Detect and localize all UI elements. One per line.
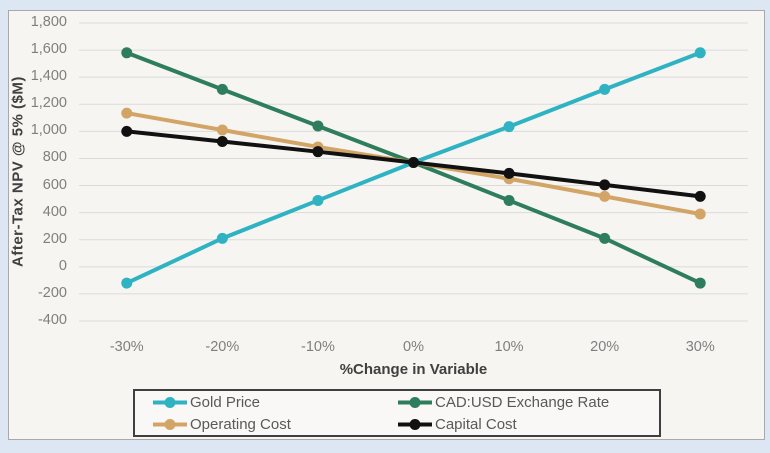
chart-object[interactable]: After-Tax NPV @ 5% ($M) 1,800 1,600 1,400 1… (8, 10, 765, 440)
data-point (599, 190, 611, 202)
data-point (216, 124, 228, 136)
data-point (121, 47, 133, 59)
chart-plot-area (79, 22, 748, 322)
y-tick-label: 0 (58, 257, 67, 274)
y-tick-label: 600 (42, 176, 67, 193)
data-point (312, 120, 324, 132)
data-point (121, 107, 133, 119)
data-point (121, 277, 133, 289)
legend-dot (409, 418, 421, 430)
data-point (694, 277, 706, 289)
data-point (216, 232, 228, 244)
x-tick-label: -20% (205, 339, 240, 355)
legend-label: Gold Price (190, 393, 261, 411)
data-point (216, 83, 228, 95)
x-tick-label: 10% (494, 339, 524, 355)
y-tick-label: 1,000 (30, 122, 67, 139)
data-point (503, 194, 515, 206)
data-point (599, 232, 611, 244)
y-tick-label: 200 (42, 230, 67, 247)
y-tick-label: 1,800 (30, 14, 67, 30)
x-tick-label: -30% (109, 339, 144, 355)
legend-marker-icon (398, 396, 432, 408)
x-tick-label: 20% (590, 339, 620, 355)
y-tick-label: 800 (42, 149, 67, 166)
legend-item[interactable]: Gold Price (153, 392, 398, 412)
y-tick-label: -400 (37, 312, 67, 328)
data-point (694, 208, 706, 220)
legend-label: CAD:USD Exchange Rate (435, 393, 610, 411)
legend-marker-icon (398, 418, 432, 430)
data-point (503, 121, 515, 133)
data-point (121, 125, 133, 137)
y-tick-label: -200 (37, 284, 67, 301)
x-tick-label: -10% (300, 339, 335, 355)
legend-label: Operating Cost (190, 415, 291, 433)
chart-legend[interactable]: Gold Price CAD:USD Exchange Rate Operating… (133, 389, 661, 437)
x-axis-title: %Change in Variable (339, 361, 488, 378)
legend-dot (164, 418, 176, 430)
x-tick-label: 0% (403, 339, 424, 355)
legend-item[interactable]: CAD:USD Exchange Rate (398, 392, 659, 412)
data-point (312, 194, 324, 206)
data-point (216, 136, 228, 148)
legend-dot (164, 396, 176, 408)
data-point (694, 190, 706, 202)
legend-marker-icon (153, 396, 187, 408)
data-point (694, 47, 706, 59)
data-point (408, 157, 419, 169)
y-tick-label: 1,400 (30, 68, 67, 85)
data-point (503, 167, 515, 179)
legend-item[interactable]: Operating Cost (153, 414, 398, 434)
data-point (312, 146, 324, 158)
data-point (599, 179, 611, 191)
legend-marker-icon (153, 418, 187, 430)
y-tick-label: 1,600 (30, 41, 67, 58)
legend-dot (409, 396, 421, 408)
legend-label: Capital Cost (435, 415, 517, 433)
y-tick-label: 1,200 (30, 95, 67, 112)
x-tick-label: 30% (685, 339, 715, 355)
legend-item[interactable]: Capital Cost (398, 414, 659, 434)
data-point (599, 83, 611, 95)
y-tick-label: 400 (42, 203, 67, 220)
